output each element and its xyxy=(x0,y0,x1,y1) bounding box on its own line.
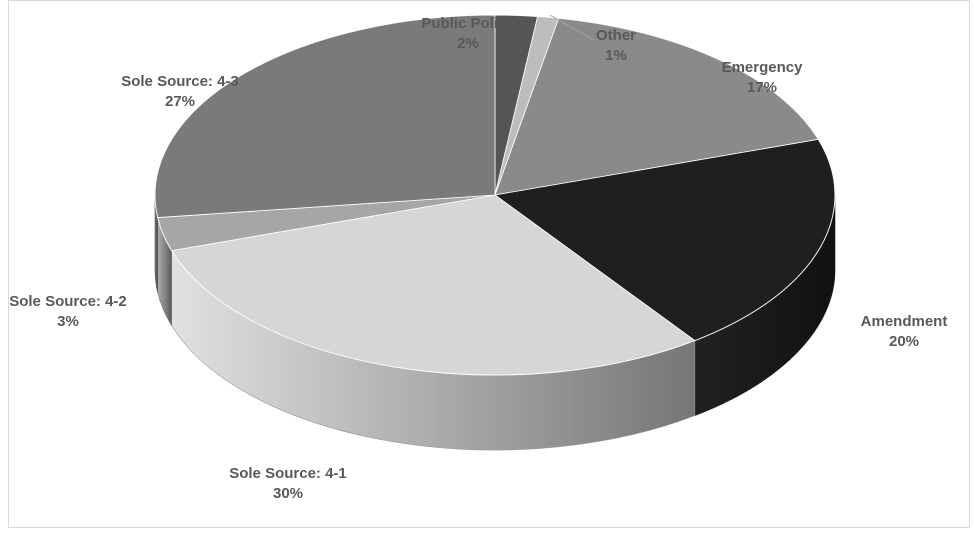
label-name-sole-source-4-3: Sole Source: 4-3 xyxy=(121,73,239,90)
label-value-amendment: 20% xyxy=(889,333,919,350)
label-name-sole-source-4-1: Sole Source: 4-1 xyxy=(229,465,347,482)
label-value-public-policy: 2% xyxy=(457,35,479,52)
pie-slice-sole-source-4-1 xyxy=(170,194,696,376)
label-value-sole-source-4-3: 27% xyxy=(165,93,195,110)
label-value-emergency: 17% xyxy=(747,79,777,96)
pie-labels: Public Policy 2% Other 1% Emergency 17% Amendm… xyxy=(9,14,948,502)
label-name-amendment: Amendment xyxy=(861,313,948,330)
leader-line-other xyxy=(549,14,595,41)
pie-slice-amendment xyxy=(493,138,836,342)
label-name-public-policy: Public Policy xyxy=(421,15,515,32)
pie-slice-sole-source-4-3 xyxy=(154,14,496,218)
label-name-sole-source-4-2: Sole Source: 4-2 xyxy=(9,293,127,310)
pie-top xyxy=(154,14,836,376)
label-name-emergency: Emergency xyxy=(722,59,804,76)
pie-rim xyxy=(154,14,836,376)
label-value-sole-source-4-2: 3% xyxy=(57,313,79,330)
label-name-other: Other xyxy=(596,27,636,44)
pie-slice-emergency xyxy=(494,17,820,196)
label-value-other: 1% xyxy=(605,47,627,64)
label-value-sole-source-4-1: 30% xyxy=(273,485,303,502)
